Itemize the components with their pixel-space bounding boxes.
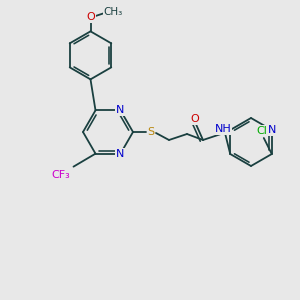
Text: CH₃: CH₃ <box>104 7 123 17</box>
Text: NH: NH <box>214 124 231 134</box>
Text: O: O <box>86 12 95 22</box>
Text: N: N <box>268 125 276 135</box>
Text: O: O <box>190 114 200 124</box>
Text: S: S <box>147 127 155 137</box>
Text: N: N <box>116 105 125 115</box>
Text: Cl: Cl <box>256 126 267 136</box>
Text: N: N <box>116 149 125 159</box>
Text: CF₃: CF₃ <box>51 170 70 180</box>
